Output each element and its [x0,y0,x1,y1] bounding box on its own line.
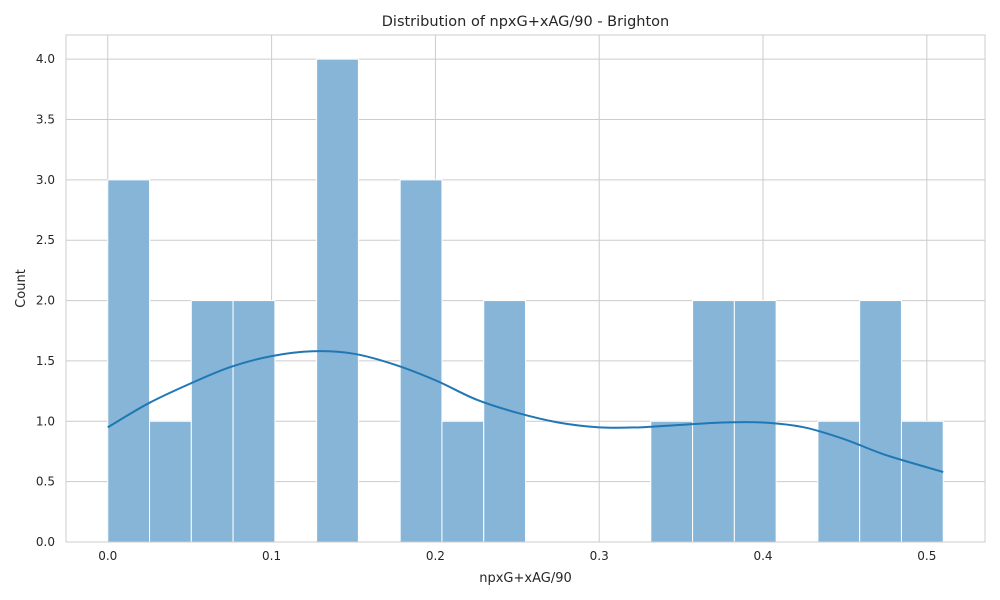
kde-layer [107,350,944,473]
histogram-bar-8 [441,420,485,543]
y-tick-label-2: 1.0 [36,414,55,428]
y-tick-label-6: 3.0 [36,173,55,187]
histogram-bar-18 [859,300,902,543]
histogram-bar-0 [107,179,151,543]
x-tick-label-0: 0.0 [98,549,117,563]
chart-title: Distribution of npxG+xAG/90 - Brighton [382,14,670,30]
kde-line [107,350,944,473]
y-tick-label-0: 0.0 [36,535,55,549]
histogram-bar-3 [232,300,276,543]
histogram-bar-19 [900,420,944,543]
histogram-bar-7 [399,179,443,543]
y-tick-label-1: 0.5 [36,475,55,489]
y-tick-label-7: 3.5 [36,113,55,127]
x-tick-label-4: 0.4 [753,549,772,563]
histogram-bar-9 [483,300,526,543]
plot-frame [65,34,986,543]
bar-layer [107,58,944,543]
y-tick-label-4: 2.0 [36,294,55,308]
x-tick-label-3: 0.3 [590,549,609,563]
x-tick-label-1: 0.1 [262,549,281,563]
y-tick-labels: 0.0 0.5 1.0 1.5 2.0 2.5 3.0 3.5 4.0 [36,52,55,549]
x-tick-labels: 0.0 0.1 0.2 0.3 0.4 0.5 [98,549,936,563]
x-tick-label-5: 0.5 [917,549,936,563]
histogram-bar-17 [817,420,861,543]
y-axis-label: Count [14,269,29,308]
y-tick-label-3: 1.5 [36,354,55,368]
x-tick-label-2: 0.2 [426,549,445,563]
histogram-bar-13 [650,420,694,543]
histogram-bar-2 [190,300,234,543]
histogram-bar-5 [316,58,359,543]
histogram-bar-14 [692,300,735,543]
x-axis-label: npxG+xAG/90 [479,571,572,586]
y-tick-label-5: 2.5 [36,233,55,247]
histogram-bar-1 [149,420,192,543]
y-tick-label-8: 4.0 [36,52,55,66]
